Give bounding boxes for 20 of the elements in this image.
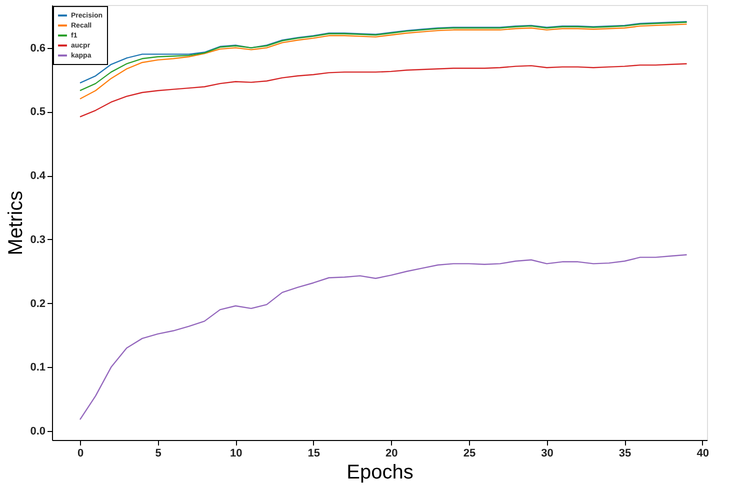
- x-tick-label: 5: [155, 448, 162, 460]
- y-tick-label: 0.2: [30, 298, 46, 310]
- x-tick-label: 30: [541, 448, 554, 460]
- x-tick-label: 20: [386, 448, 398, 460]
- y-tick-label: 0.4: [30, 170, 46, 182]
- y-tick-label: 0.5: [30, 106, 46, 118]
- line-series: [79, 254, 688, 420]
- y-tick-label: 0.0: [30, 426, 46, 438]
- x-tick-label: 0: [77, 448, 84, 460]
- y-tick-label: 0.6: [30, 42, 46, 54]
- x-tick-label: 35: [618, 448, 632, 460]
- y-tick-label: 0.3: [30, 234, 46, 246]
- x-tick-label: 15: [308, 448, 320, 460]
- y-axis-title: Metrics: [5, 190, 28, 256]
- x-axis-title: Epochs: [346, 462, 414, 484]
- y-tick-label: 0.1: [30, 362, 46, 374]
- line-series: [79, 63, 688, 118]
- x-tick-label: 40: [696, 448, 709, 460]
- x-tick-label: 25: [463, 448, 476, 460]
- x-tick-label: 10: [230, 448, 242, 460]
